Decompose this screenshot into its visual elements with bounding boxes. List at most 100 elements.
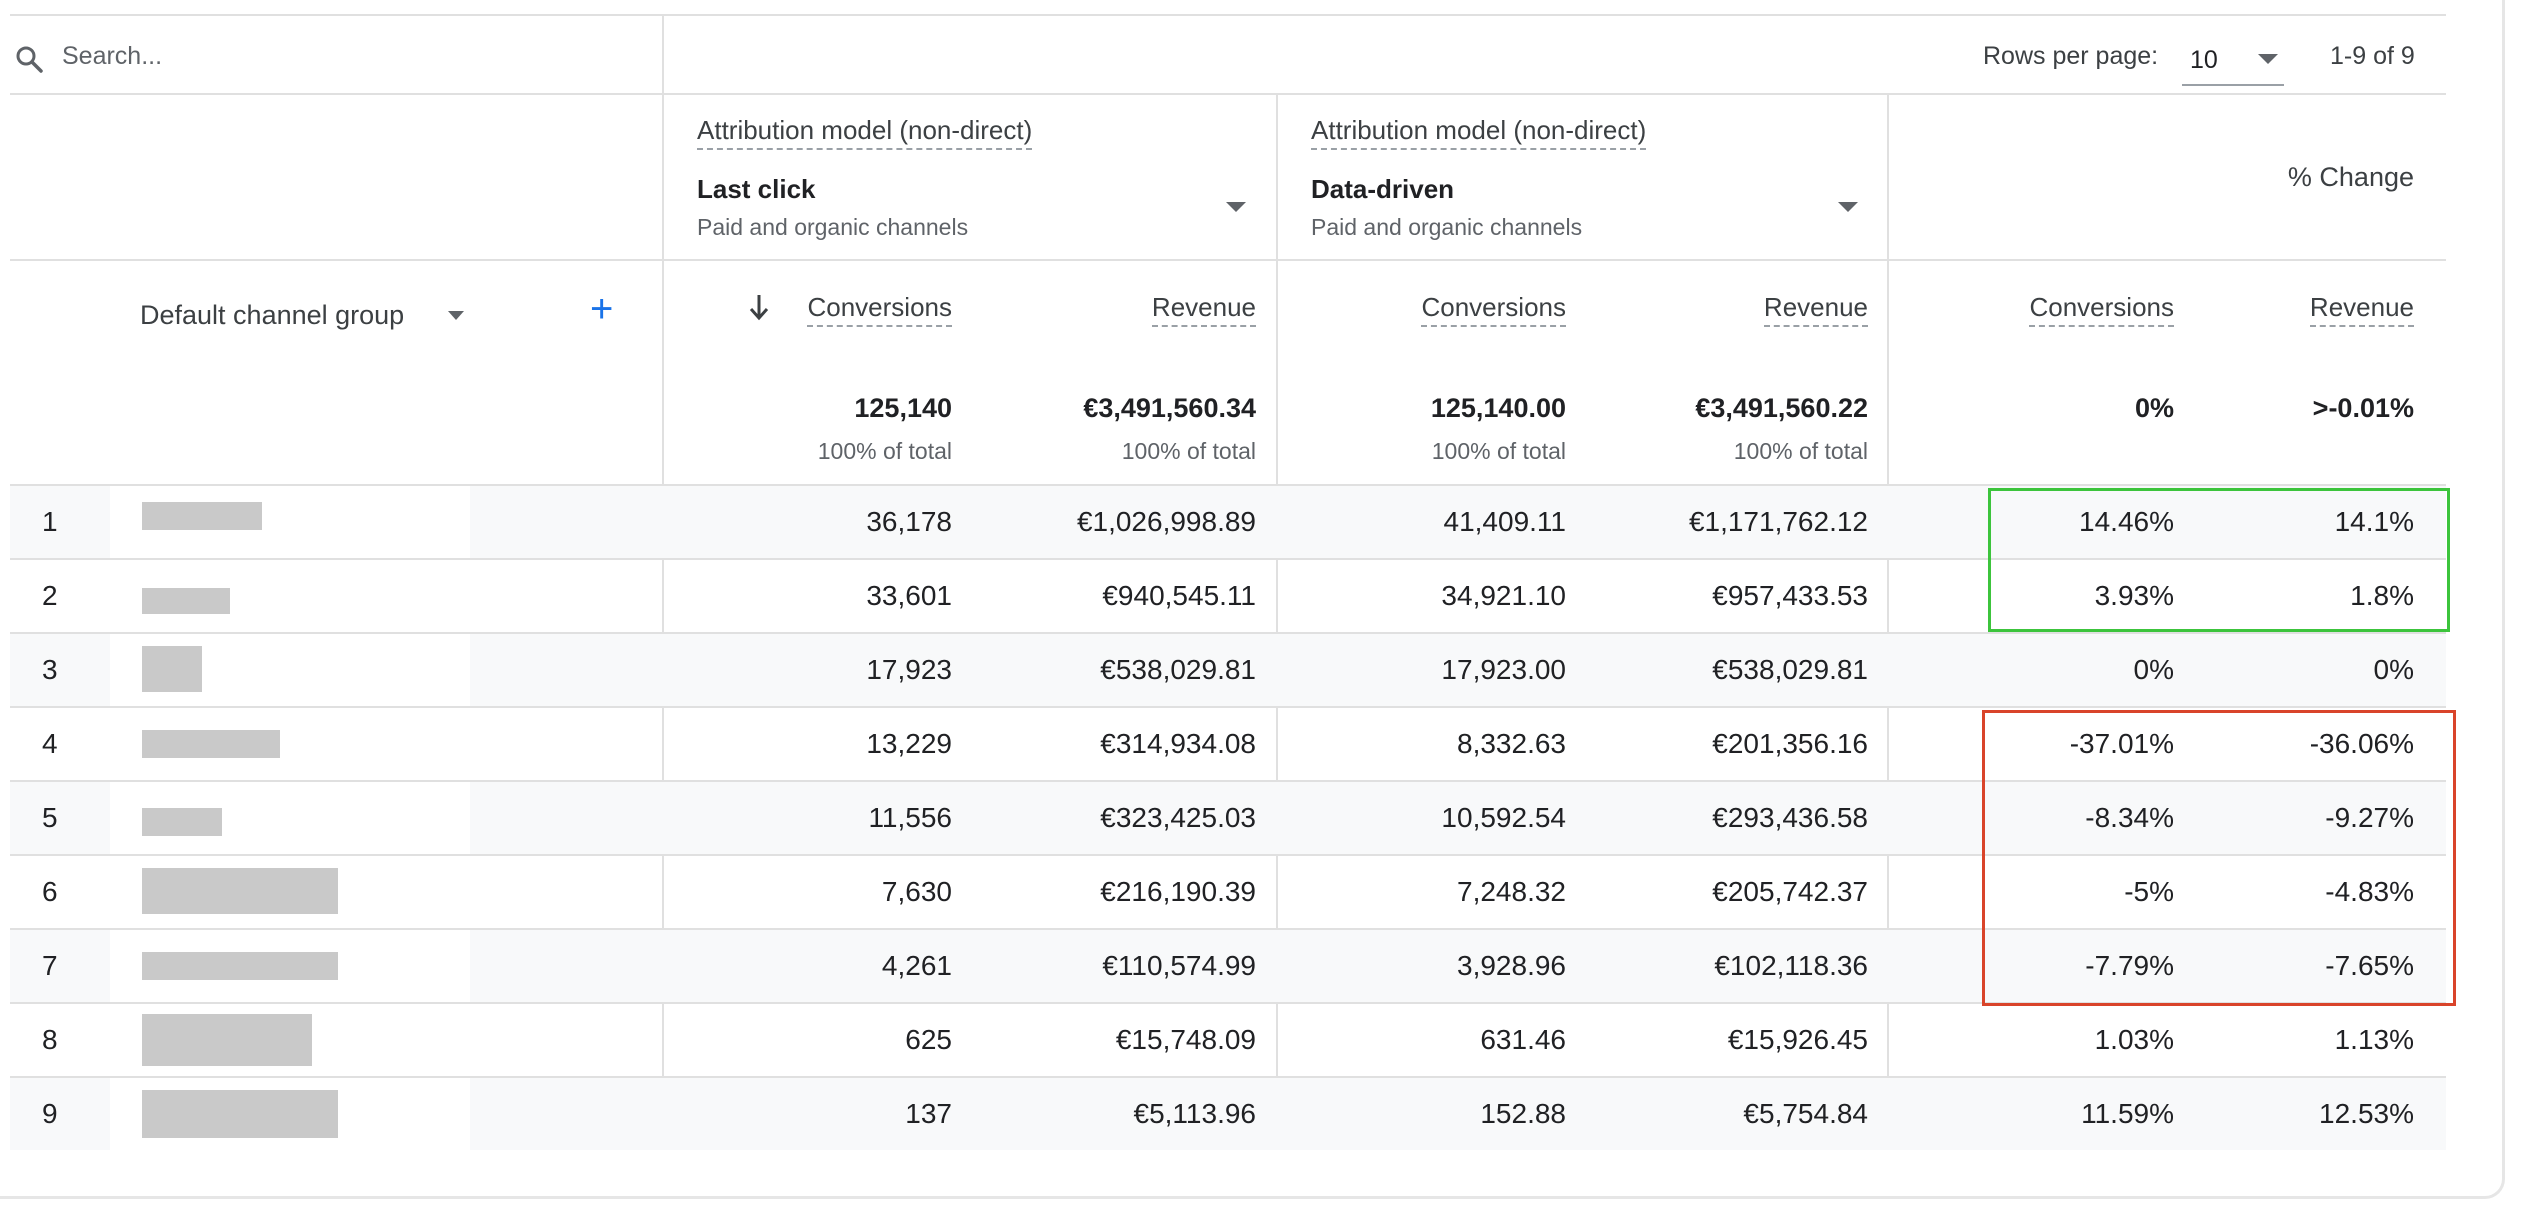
- cell-pc-conversions: -37.01%: [2069, 728, 2174, 759]
- redacted-channel-name: [110, 1078, 470, 1150]
- table-row[interactable]: 1 36,178 €1,026,998.89 41,409.11 €1,171,…: [10, 486, 2446, 558]
- cell-pc-conversions: 11.59%: [2081, 1098, 2174, 1129]
- cell-dd-revenue: €15,926.45: [1727, 1024, 1868, 1055]
- cell-pc-revenue: -7.65%: [2325, 950, 2414, 981]
- percent-change-title: % Change: [2287, 162, 2414, 192]
- cell-dd-conversions: 7,248.32: [1457, 876, 1566, 907]
- cell-dd-conversions: 8,332.63: [1457, 728, 1566, 759]
- row-index: 6: [42, 876, 58, 907]
- row-index: 1: [42, 506, 58, 537]
- cell-pc-revenue: 1.13%: [2334, 1024, 2414, 1055]
- sort-descending-icon[interactable]: [748, 292, 770, 322]
- total-pc-revenue: >-0.01%: [2312, 393, 2414, 423]
- cell-lc-revenue: €940,545.11: [1102, 580, 1256, 611]
- redacted-channel-name: [110, 708, 470, 780]
- col-header-lc-conversions[interactable]: Conversions: [807, 292, 952, 327]
- col-header-pc-revenue[interactable]: Revenue: [2309, 292, 2414, 327]
- col-header-dd-revenue[interactable]: Revenue: [1763, 292, 1868, 327]
- cell-lc-conversions: 13,229: [866, 728, 952, 759]
- cell-dd-conversions: 152.88: [1480, 1098, 1566, 1129]
- row-index: 5: [42, 802, 58, 833]
- total-lc-revenue-share: 100% of total: [1121, 438, 1256, 464]
- col-header-dd-conversions[interactable]: Conversions: [1421, 292, 1566, 327]
- cell-lc-conversions: 11,556: [868, 802, 952, 833]
- pagination-range: 1-9 of 9: [2330, 42, 2415, 70]
- cell-lc-revenue: €15,748.09: [1115, 1024, 1256, 1055]
- cell-pc-conversions: 1.03%: [2094, 1024, 2174, 1055]
- attribution-model-label-2[interactable]: Attribution model (non-direct): [1311, 115, 1647, 150]
- attribution-model-dropdown-1[interactable]: [1226, 202, 1246, 212]
- negative-change-highlight: [1982, 710, 2456, 1006]
- cell-dd-revenue: €205,742.37: [1712, 876, 1868, 907]
- cell-lc-revenue: €5,113.96: [1133, 1098, 1257, 1129]
- row-index: 4: [42, 728, 58, 759]
- cell-lc-conversions: 36,178: [866, 506, 952, 537]
- attribution-model-label-1[interactable]: Attribution model (non-direct): [697, 115, 1033, 150]
- cell-dd-conversions: 41,409.11: [1443, 506, 1567, 537]
- cell-pc-conversions: 3.93%: [2094, 580, 2174, 611]
- cell-pc-conversions: -7.79%: [2085, 950, 2174, 981]
- attribution-model-dropdown-2[interactable]: [1838, 202, 1858, 212]
- cell-lc-revenue: €216,190.39: [1100, 876, 1256, 907]
- rows-per-page-value: 10: [2190, 46, 2218, 74]
- cell-dd-revenue: €293,436.58: [1712, 802, 1868, 833]
- cell-dd-revenue: €201,356.16: [1712, 728, 1868, 759]
- add-dimension-button[interactable]: +: [590, 287, 614, 331]
- col-header-lc-revenue[interactable]: Revenue: [1151, 292, 1256, 327]
- cell-lc-revenue: €323,425.03: [1100, 802, 1256, 833]
- cell-dd-conversions: 10,592.54: [1441, 802, 1566, 833]
- cell-dd-conversions: 631.46: [1480, 1024, 1566, 1055]
- cell-lc-revenue: €1,026,998.89: [1076, 506, 1256, 537]
- table-row[interactable]: 7 4,261 €110,574.99 3,928.96 €102,118.36…: [10, 930, 2446, 1002]
- dimension-selector[interactable]: Default channel group: [140, 300, 405, 330]
- row-index: 7: [42, 950, 58, 981]
- table-row[interactable]: 3 17,923 €538,029.81 17,923.00 €538,029.…: [10, 634, 2446, 706]
- cell-dd-conversions: 17,923.00: [1441, 654, 1566, 685]
- attribution-scope-2: Paid and organic channels: [1311, 214, 1583, 240]
- cell-lc-revenue: €538,029.81: [1100, 654, 1256, 685]
- cell-pc-revenue: -9.27%: [2325, 802, 2414, 833]
- positive-change-highlight: [1988, 488, 2450, 632]
- cell-lc-conversions: 17,923: [866, 654, 952, 685]
- table-row[interactable]: 2 33,601 €940,545.11 34,921.10 €957,433.…: [10, 560, 2446, 632]
- comparison-table: Search... Rows per page: 10 1-9 of 9 Att…: [10, 14, 2456, 1150]
- total-pc-conversions: 0%: [2134, 393, 2174, 423]
- total-lc-conversions: 125,140: [854, 393, 952, 423]
- dimension-dropdown-icon[interactable]: [448, 311, 464, 320]
- table-row[interactable]: 9 137 €5,113.96 152.88 €5,754.84 11.59% …: [10, 1078, 2446, 1150]
- cell-lc-revenue: €314,934.08: [1100, 728, 1256, 759]
- search-input[interactable]: Search...: [62, 42, 163, 70]
- redacted-channel-name: [110, 1004, 470, 1076]
- attribution-model-name-2: Data-driven: [1311, 174, 1455, 204]
- redacted-channel-name: [110, 634, 470, 706]
- table-row[interactable]: 8 625 €15,748.09 631.46 €15,926.45 1.03%…: [10, 1004, 2446, 1076]
- cell-pc-revenue: -36.06%: [2309, 728, 2414, 759]
- cell-pc-revenue: -4.83%: [2325, 876, 2414, 907]
- rows-per-page-label: Rows per page:: [1983, 42, 2159, 70]
- cell-lc-conversions: 7,630: [881, 876, 952, 907]
- table-row[interactable]: 4 13,229 €314,934.08 8,332.63 €201,356.1…: [10, 708, 2446, 780]
- total-dd-revenue-share: 100% of total: [1733, 438, 1868, 464]
- total-dd-conversions: 125,140.00: [1430, 393, 1566, 423]
- cell-lc-conversions: 137: [905, 1098, 952, 1129]
- table-row[interactable]: 6 7,630 €216,190.39 7,248.32 €205,742.37…: [10, 856, 2446, 928]
- total-dd-revenue: €3,491,560.22: [1695, 393, 1868, 423]
- chevron-down-icon: [2258, 54, 2278, 64]
- cell-lc-revenue: €110,574.99: [1102, 950, 1256, 981]
- total-lc-revenue: €3,491,560.34: [1083, 393, 1256, 423]
- total-lc-conversions-share: 100% of total: [817, 438, 952, 464]
- cell-dd-revenue: €1,171,762.12: [1688, 506, 1868, 537]
- cell-lc-conversions: 4,261: [881, 950, 952, 981]
- cell-pc-revenue: 0%: [2373, 654, 2414, 685]
- col-header-pc-conversions[interactable]: Conversions: [2029, 292, 2174, 327]
- table-row[interactable]: 5 11,556 €323,425.03 10,592.54 €293,436.…: [10, 782, 2446, 854]
- cell-dd-revenue: €102,118.36: [1714, 950, 1868, 981]
- cell-pc-conversions: 14.46%: [2079, 506, 2174, 537]
- row-index: 2: [42, 580, 58, 611]
- cell-pc-revenue: 1.8%: [2350, 580, 2414, 611]
- rows-per-page-select[interactable]: 10: [2182, 32, 2284, 86]
- cell-pc-revenue: 14.1%: [2334, 506, 2414, 537]
- redacted-channel-name: [110, 560, 470, 632]
- search-icon: [16, 46, 43, 73]
